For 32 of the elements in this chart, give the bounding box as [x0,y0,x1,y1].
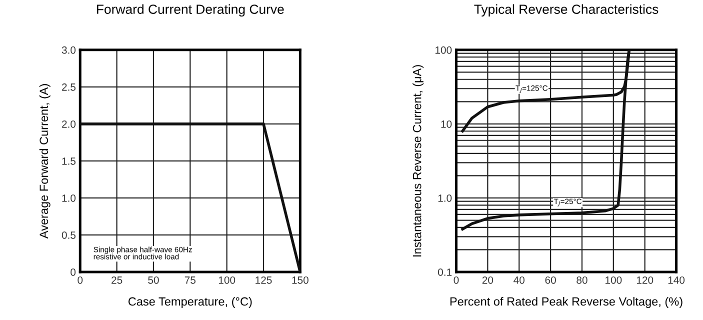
chart-title: Typical Reverse Characteristics [474,4,658,17]
x-tick-label: 80 [576,276,588,284]
y-tick-label: 1.0 [438,194,452,202]
x-axis-title: Percent of Rated Peak Reverse Voltage, (%) [450,296,682,308]
x-tick-label: 120 [636,276,654,284]
y-tick-label: 0 [70,268,76,276]
x-tick-label: 100 [606,276,622,284]
y-tick-label: 0.5 [62,231,76,239]
y-tick-label: 0.1 [438,268,452,276]
chart-title: Forward Current Derating Curve [97,4,284,17]
x-tick-label: 40 [514,276,524,284]
x-tick-label: 0 [454,276,459,284]
y-tick-label: 2.0 [62,120,76,128]
x-tick-label: 140 [668,276,685,284]
x-tick-label: 0 [78,276,83,284]
x-tick-label: 125 [256,276,272,284]
y-tick-label: 100 [435,46,452,54]
y-tick-label: 2.5 [62,83,76,91]
x-tick-label: 75 [184,276,196,284]
y-tick-label: 3.0 [62,46,76,54]
x-tick-label: 20 [482,276,494,284]
x-tick-label: 100 [218,276,236,284]
y-tick-label: 10 [441,120,452,128]
x-tick-label: 25 [112,276,122,284]
y-axis-title: Average Forward Current, (A) [39,84,50,239]
x-axis-title: Case Temperature, (°C) [128,296,252,308]
x-tick-label: 50 [148,276,159,284]
x-tick-label: 60 [545,276,556,284]
y-tick-label: 1.5 [62,158,76,165]
y-axis-title: Instantaneous Reverse Current, (μA) [412,65,424,256]
x-tick-label: 150 [292,276,308,284]
y-tick-label: 1.0 [62,194,76,202]
